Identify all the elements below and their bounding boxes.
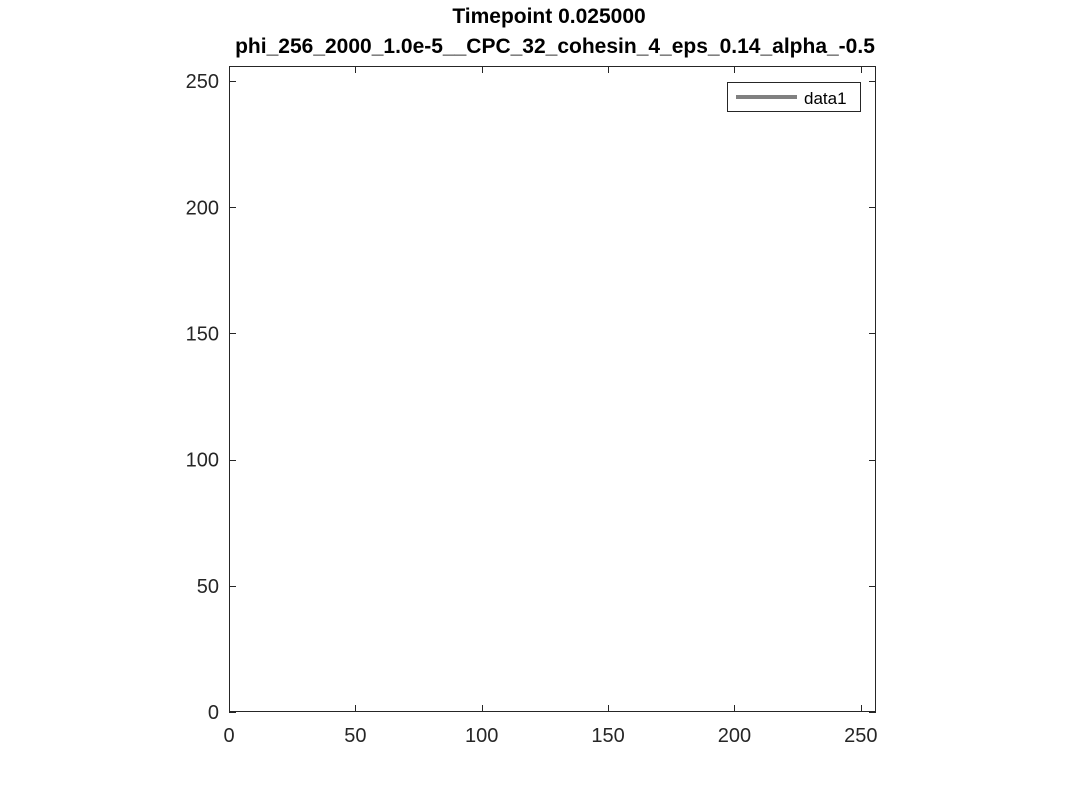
x-tick-label: 100 xyxy=(465,725,498,747)
chart-subtitle: phi_256_2000_1.0e-5__CPC_32_cohesin_4_ep… xyxy=(235,35,875,58)
chart-title: Timepoint 0.025000 xyxy=(452,5,645,28)
x-tick-label: 200 xyxy=(718,725,751,747)
y-tick-label: 100 xyxy=(186,450,219,472)
y-tick-label: 250 xyxy=(186,71,219,93)
y-tick-label: 0 xyxy=(208,702,219,724)
x-tick-label: 50 xyxy=(344,725,366,747)
plot-area xyxy=(229,66,876,712)
y-tick-label: 150 xyxy=(186,323,219,345)
axes-box xyxy=(229,66,876,712)
x-axis: 0 50 100 150 200 250 xyxy=(223,66,878,747)
y-tick-label: 50 xyxy=(197,576,219,598)
y-tick-label: 200 xyxy=(186,197,219,219)
y-axis: 0 50 100 150 200 250 xyxy=(186,71,876,724)
x-tick-label: 250 xyxy=(844,725,877,747)
x-tick-label: 0 xyxy=(223,725,234,747)
legend-label-data1: data1 xyxy=(804,89,847,108)
x-tick-label: 150 xyxy=(591,725,624,747)
legend[interactable]: data1 xyxy=(727,82,861,112)
